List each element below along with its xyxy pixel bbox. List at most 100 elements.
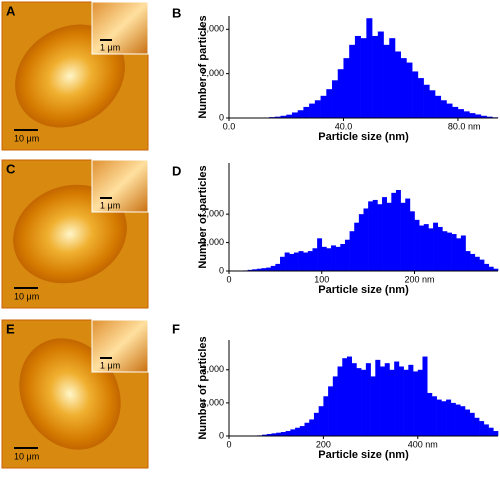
y-tick-label: 1,000 [201, 237, 224, 247]
histogram-bar [474, 417, 480, 436]
histogram-bar [457, 109, 464, 118]
inset-scale-bar-label: 1 μm [100, 360, 120, 370]
histogram-bar [405, 198, 411, 271]
histogram-bar [417, 369, 423, 436]
histogram-bar [470, 253, 476, 271]
y-tick-label: 2,000 [201, 68, 224, 78]
histogram-bar [455, 404, 461, 436]
histogram-bar [403, 369, 409, 436]
histogram-bar [427, 392, 433, 436]
histogram-bar [375, 359, 381, 436]
histogram-bar [372, 199, 378, 271]
histogram-bar [446, 232, 452, 271]
y-tick-label: 0 [219, 265, 224, 275]
histogram-bar [290, 429, 296, 436]
histogram-bar [303, 252, 309, 271]
scale-bar-label: 10 μm [14, 451, 39, 461]
histogram-bar [389, 38, 396, 118]
y-axis-label: Number of particles [197, 165, 209, 268]
histogram-bar [394, 51, 402, 119]
y-axis-label: Number of particles [197, 15, 209, 118]
histogram-bar [380, 366, 386, 436]
histogram-bar [266, 434, 272, 436]
histogram-bar [309, 419, 315, 436]
histogram-bar [354, 35, 361, 118]
histogram-bar [464, 409, 470, 436]
histogram-bar [486, 116, 493, 118]
histogram-bar [460, 406, 466, 436]
histogram-bar [363, 208, 369, 271]
histogram-bar [346, 356, 353, 436]
histogram-bar [398, 366, 404, 436]
histogram-bar [312, 248, 318, 271]
histogram-bar [358, 214, 364, 271]
histogram-bar [429, 90, 436, 118]
histogram-bar [326, 89, 333, 118]
histogram-bar [456, 238, 462, 271]
x-tick-label: 0.0 [223, 121, 236, 131]
histogram-bar [488, 427, 494, 436]
histogram-bar [289, 253, 295, 271]
histogram-bar [400, 58, 407, 118]
histogram-bar [318, 406, 324, 436]
y-tick-label: 1,000 [201, 397, 224, 407]
histogram-bar [460, 235, 466, 271]
y-tick-label: 2,000 [201, 364, 224, 374]
histogram-bar [298, 251, 304, 271]
histogram-bar [386, 202, 392, 271]
histogram-bar [285, 431, 291, 436]
histogram-bar [395, 190, 401, 271]
scale-bar-label: 10 μm [14, 133, 39, 143]
histogram-bar [332, 376, 338, 436]
histogram-bar [446, 399, 452, 436]
histogram-bar [483, 424, 489, 436]
histogram-bar [328, 386, 334, 436]
histogram-bar [361, 369, 367, 436]
histogram-bar [493, 268, 499, 271]
histogram-bar [342, 358, 348, 436]
histogram-bar [270, 265, 276, 271]
panel-label: E [6, 321, 15, 336]
histogram-bar [479, 259, 485, 271]
histogram-bar [463, 111, 470, 118]
inset-scale-bar-label: 1 μm [100, 42, 120, 52]
histogram-bar [299, 426, 305, 436]
histogram-bar [422, 356, 428, 436]
x-tick-label: 200 nm [405, 274, 435, 284]
histogram-bar [451, 234, 457, 271]
histogram-bar [275, 263, 281, 271]
histogram-bar [382, 197, 387, 271]
x-axis-label: Particle size (nm) [318, 449, 409, 461]
histogram-bar [261, 268, 267, 271]
y-axis-label: Number of particles [197, 336, 209, 439]
histogram-bar [377, 204, 383, 271]
histogram-bar [465, 251, 471, 271]
histogram-bar [365, 363, 371, 436]
histogram-bar [343, 58, 350, 118]
histogram-bar [440, 100, 447, 118]
histogram-bar [280, 115, 287, 118]
histogram-bar [351, 363, 357, 436]
histogram-bar [360, 38, 367, 118]
histogram-bar [276, 432, 282, 436]
histogram-bar [450, 402, 456, 436]
histogram-bar [406, 62, 413, 118]
histogram-bar [384, 363, 390, 436]
histogram-bar [372, 35, 379, 118]
histogram-bar [271, 433, 277, 436]
histogram-bar [307, 251, 313, 271]
histogram-bar [252, 269, 258, 271]
histogram-bar [435, 95, 442, 118]
histogram-bar [417, 78, 424, 118]
histogram-bar [408, 364, 414, 436]
histogram-bar [321, 246, 327, 271]
histogram-bar [442, 231, 448, 271]
inset [91, 319, 149, 373]
histogram-bar [428, 228, 434, 271]
histogram-bar [286, 114, 293, 118]
panel-label: B [172, 5, 181, 20]
x-tick-label: 0 [226, 439, 231, 449]
histogram-bar [475, 114, 482, 118]
histogram-bar [423, 84, 430, 118]
